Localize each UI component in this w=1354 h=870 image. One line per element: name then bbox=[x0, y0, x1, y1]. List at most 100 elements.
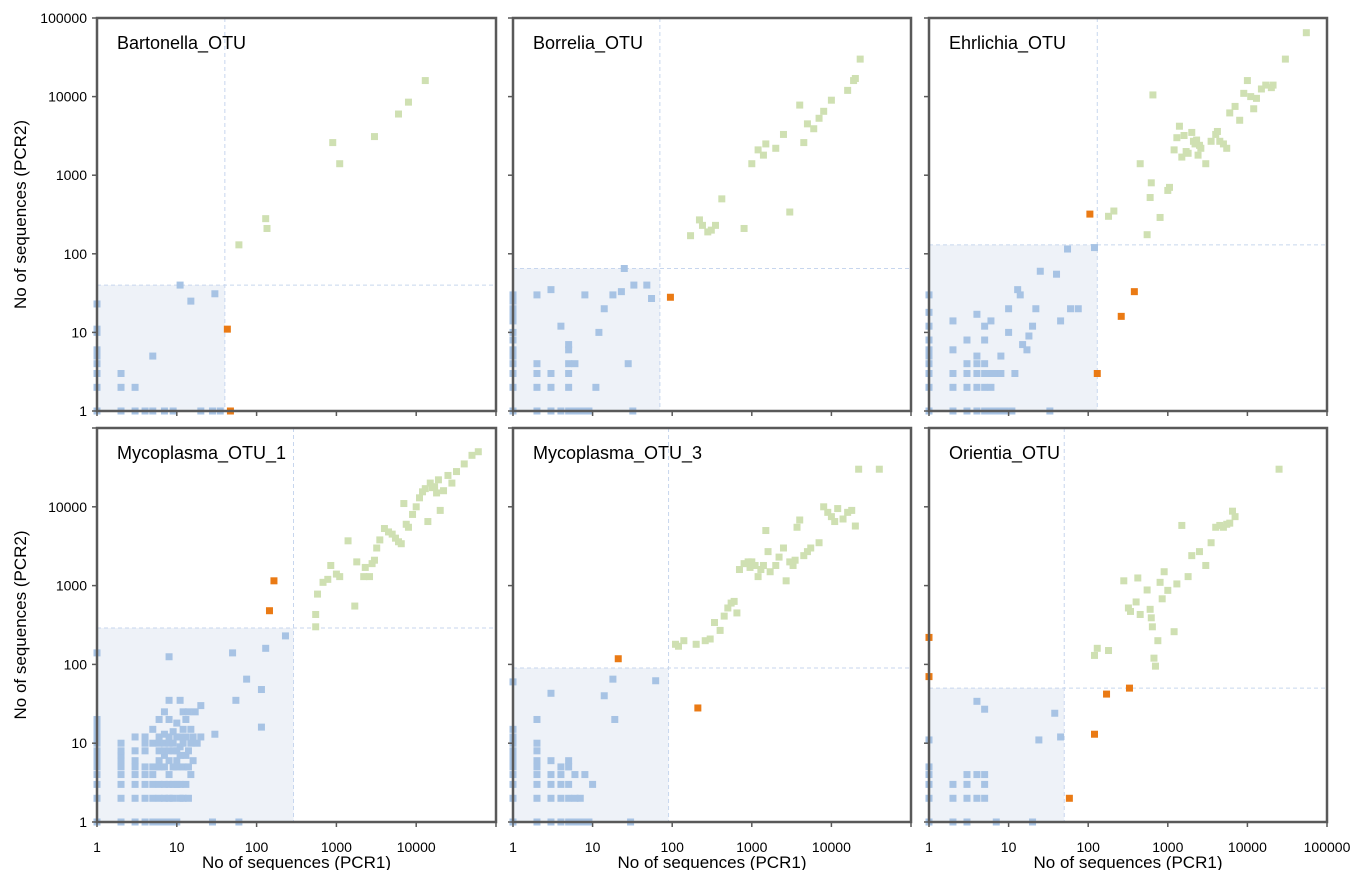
point-above-threshold bbox=[1151, 662, 1159, 670]
point-below-threshold bbox=[1036, 267, 1044, 275]
point-above-threshold bbox=[1149, 91, 1157, 99]
point-below-threshold bbox=[533, 763, 541, 771]
point-below-threshold bbox=[571, 771, 579, 779]
point-below-threshold bbox=[131, 771, 139, 779]
point-below-threshold bbox=[131, 794, 139, 802]
point-above-threshold bbox=[1257, 85, 1265, 93]
point-above-threshold bbox=[1091, 651, 1099, 659]
point-above-threshold bbox=[1178, 521, 1186, 529]
point-below-threshold bbox=[155, 715, 163, 723]
point-above-threshold bbox=[1147, 179, 1155, 187]
point-below-threshold bbox=[565, 383, 573, 391]
point-below-threshold bbox=[981, 771, 989, 779]
point-below-threshold bbox=[1032, 305, 1040, 313]
point-below-threshold bbox=[117, 757, 125, 765]
point-below-threshold bbox=[179, 725, 187, 733]
point-below-threshold bbox=[1091, 244, 1099, 252]
point-below-threshold bbox=[149, 352, 157, 360]
point-below-threshold bbox=[197, 733, 205, 741]
point-above-threshold bbox=[1143, 231, 1151, 239]
point-above-threshold bbox=[827, 96, 835, 104]
point-above-threshold bbox=[1202, 561, 1210, 569]
x-tick-label: 10 bbox=[169, 839, 185, 855]
point-above-threshold bbox=[1202, 160, 1210, 168]
point-below-threshold bbox=[141, 739, 149, 747]
point-below-threshold bbox=[571, 794, 579, 802]
point-above-threshold bbox=[1269, 81, 1277, 89]
point-below-threshold bbox=[173, 757, 181, 765]
point-below-threshold bbox=[1016, 291, 1024, 299]
point-below-threshold bbox=[197, 702, 205, 710]
point-above-threshold bbox=[759, 151, 767, 159]
point-below-threshold bbox=[557, 322, 565, 330]
point-below-threshold bbox=[176, 281, 184, 289]
low-count-region bbox=[97, 285, 225, 411]
point-below-threshold bbox=[973, 697, 981, 705]
point-below-threshold bbox=[576, 794, 584, 802]
y-tick-label: 10000 bbox=[48, 89, 87, 105]
point-above-threshold bbox=[235, 241, 243, 249]
point-above-threshold bbox=[687, 232, 695, 240]
point-below-threshold bbox=[533, 715, 541, 723]
point-above-threshold bbox=[409, 510, 417, 518]
point-above-threshold bbox=[1093, 644, 1101, 652]
point-below-threshold bbox=[1011, 369, 1019, 377]
point-above-threshold bbox=[751, 561, 759, 569]
point-below-threshold bbox=[1064, 245, 1072, 253]
point-above-threshold bbox=[1212, 523, 1220, 531]
point-above-threshold bbox=[1136, 160, 1144, 168]
point-below-threshold bbox=[533, 369, 541, 377]
point-below-threshold bbox=[169, 763, 177, 771]
point-above-threshold bbox=[1127, 607, 1135, 615]
point-above-threshold bbox=[1231, 102, 1239, 110]
point-below-threshold bbox=[179, 763, 187, 771]
point-below-threshold bbox=[533, 739, 541, 747]
point-below-threshold bbox=[149, 771, 157, 779]
point-above-threshold bbox=[1173, 580, 1181, 588]
point-above-threshold bbox=[716, 626, 724, 634]
point-above-threshold bbox=[831, 518, 839, 526]
point-above-threshold bbox=[327, 561, 335, 569]
panel-frame bbox=[511, 426, 913, 824]
point-above-threshold bbox=[1170, 146, 1178, 154]
point-above-threshold bbox=[1110, 207, 1118, 215]
point-above-threshold bbox=[1195, 548, 1203, 556]
point-above-threshold bbox=[772, 561, 780, 569]
point-below-threshold bbox=[117, 780, 125, 788]
point-above-threshold bbox=[397, 540, 405, 548]
point-below-threshold bbox=[592, 383, 600, 391]
point-below-threshold bbox=[547, 757, 555, 765]
point-below-threshold bbox=[1074, 305, 1082, 313]
panel-title: Ehrlichia_OTU bbox=[949, 33, 1066, 54]
x-axis-title: No of sequences (PCR1) bbox=[1034, 853, 1223, 870]
point-below-threshold bbox=[533, 780, 541, 788]
point-below-threshold bbox=[617, 288, 625, 296]
point-above-threshold bbox=[762, 527, 770, 535]
point-above-threshold bbox=[800, 139, 808, 147]
point-above-threshold bbox=[1146, 194, 1154, 202]
point-below-threshold bbox=[117, 369, 125, 377]
point-above-threshold bbox=[424, 518, 432, 526]
point-below-threshold bbox=[229, 649, 237, 657]
point-below-threshold bbox=[257, 723, 265, 731]
point-below-threshold bbox=[165, 757, 173, 765]
point-above-threshold bbox=[1188, 128, 1196, 136]
point-below-threshold bbox=[1051, 709, 1059, 717]
point-below-threshold bbox=[973, 383, 981, 391]
point-above-threshold bbox=[1132, 598, 1140, 606]
point-above-threshold bbox=[779, 544, 787, 552]
point-below-threshold bbox=[149, 725, 157, 733]
point-below-threshold bbox=[189, 757, 197, 765]
point-below-threshold bbox=[1053, 270, 1061, 278]
point-below-threshold bbox=[149, 763, 157, 771]
point-above-threshold bbox=[1150, 654, 1158, 662]
point-below-threshold bbox=[547, 771, 555, 779]
point-above-threshold bbox=[353, 558, 361, 566]
point-below-threshold bbox=[1023, 346, 1031, 354]
point-above-threshold bbox=[1188, 552, 1196, 560]
point-below-threshold bbox=[149, 780, 157, 788]
y-tick-label: 1000 bbox=[56, 578, 87, 594]
point-below-threshold bbox=[131, 763, 139, 771]
point-above-threshold bbox=[820, 503, 828, 511]
point-below-threshold bbox=[547, 286, 555, 294]
